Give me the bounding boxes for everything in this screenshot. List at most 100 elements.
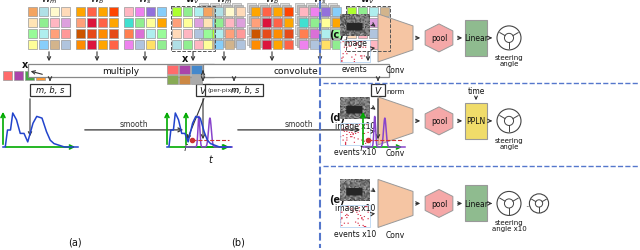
Polygon shape (378, 15, 413, 63)
Bar (346, 7, 390, 52)
Bar (194, 30, 203, 39)
Circle shape (497, 27, 521, 51)
Circle shape (497, 110, 521, 133)
Text: $\mathbf{w}_V$: $\mathbf{w}_V$ (186, 0, 200, 6)
Polygon shape (425, 108, 453, 135)
Bar (98, 19, 107, 28)
Text: $V$: $V$ (198, 85, 207, 96)
Bar (299, 41, 308, 50)
Bar (371, 85, 385, 96)
Bar (205, 19, 214, 28)
Bar (347, 41, 356, 50)
Bar (214, 8, 223, 17)
Bar (249, 39, 258, 48)
Bar (223, 6, 232, 15)
Bar (203, 30, 212, 39)
Text: $W_b$: $W_b$ (265, 0, 279, 6)
Bar (135, 8, 144, 17)
Bar (299, 30, 308, 39)
Bar (205, 85, 263, 96)
Text: $\mathbf{w}_V$: $\mathbf{w}_V$ (360, 0, 376, 6)
Bar (124, 41, 133, 50)
Bar (317, 26, 326, 35)
Bar (221, 26, 230, 35)
Bar (76, 41, 85, 50)
Text: $f$: $f$ (359, 141, 365, 152)
Bar (260, 6, 269, 15)
Bar (310, 19, 319, 28)
Bar (236, 30, 245, 39)
Text: angle: angle (499, 61, 518, 67)
Bar (61, 8, 70, 17)
Bar (273, 30, 282, 39)
Text: events x10: events x10 (334, 230, 376, 238)
Bar (297, 28, 306, 37)
Bar (262, 19, 271, 28)
Bar (308, 28, 317, 37)
Bar (172, 8, 181, 17)
Bar (183, 8, 192, 17)
Text: pool: pool (431, 199, 447, 208)
Bar (380, 41, 389, 50)
Bar (234, 28, 243, 37)
Bar (236, 8, 245, 17)
Polygon shape (425, 190, 453, 218)
Text: PPLN: PPLN (467, 117, 486, 126)
Bar (194, 19, 203, 28)
Bar (50, 41, 59, 50)
Text: $W_b$: $W_b$ (90, 0, 104, 6)
Circle shape (504, 117, 513, 126)
Bar (465, 21, 487, 57)
Bar (328, 37, 337, 46)
Bar (284, 8, 293, 17)
Bar (221, 37, 230, 46)
Bar (280, 15, 289, 24)
Bar (358, 30, 367, 39)
Bar (109, 30, 118, 39)
Bar (109, 41, 118, 50)
Bar (223, 28, 232, 37)
Bar (135, 19, 144, 28)
Bar (28, 8, 37, 17)
Bar (295, 37, 304, 46)
Bar (282, 6, 291, 15)
Bar (251, 30, 260, 39)
Bar (295, 26, 304, 35)
Bar (260, 28, 269, 37)
Text: Linear: Linear (464, 34, 488, 43)
Bar (321, 30, 330, 39)
Bar (157, 19, 166, 28)
Bar (234, 6, 243, 15)
Bar (330, 17, 339, 26)
Bar (317, 15, 326, 24)
Bar (124, 30, 133, 39)
Bar (358, 8, 367, 17)
Bar (87, 30, 96, 39)
Bar (332, 19, 341, 28)
Bar (280, 4, 289, 13)
Text: events: events (342, 65, 368, 74)
Text: m, b, s: m, b, s (231, 86, 259, 95)
Bar (247, 15, 256, 24)
Bar (183, 30, 192, 39)
Bar (225, 41, 234, 50)
Bar (50, 30, 59, 39)
Bar (295, 15, 304, 24)
Bar (234, 17, 243, 26)
Bar (251, 19, 260, 28)
Text: Linear: Linear (464, 199, 488, 208)
Bar (258, 4, 267, 13)
Bar (332, 8, 341, 17)
Bar (135, 30, 144, 39)
Text: steering: steering (495, 55, 524, 61)
Polygon shape (425, 25, 453, 53)
Bar (306, 15, 315, 24)
Bar (203, 8, 212, 17)
Bar (212, 17, 221, 26)
Bar (39, 19, 48, 28)
Bar (273, 41, 282, 50)
Bar (179, 66, 190, 75)
Bar (380, 30, 389, 39)
Bar (271, 6, 280, 15)
Bar (225, 8, 234, 17)
